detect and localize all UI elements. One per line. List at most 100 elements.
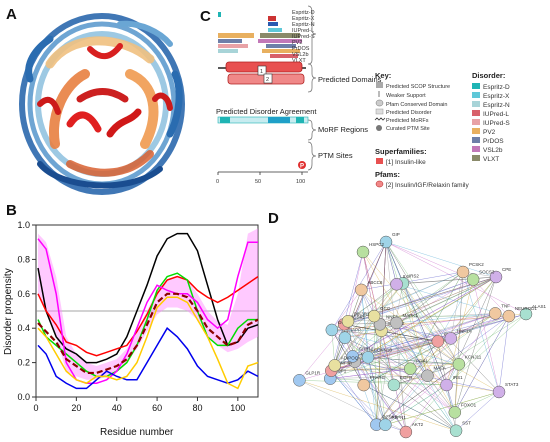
network-edge: [344, 337, 411, 369]
network-node: [379, 418, 392, 432]
network-node: [399, 425, 413, 439]
network-node-label: MAPK1: [402, 313, 418, 318]
disorder-legend-label: Espritz-X: [483, 93, 510, 100]
network-edge: [455, 391, 500, 431]
network-edge: [367, 357, 386, 425]
disorder-swatch: [472, 92, 480, 98]
network-node-label: CDKN1B: [374, 347, 392, 352]
predictor-bars: [218, 12, 302, 58]
x-tick-label: 80: [192, 403, 202, 413]
network-edge: [299, 321, 349, 381]
predictor-label: Espritz-N: [292, 22, 315, 28]
network-node-label: PCSK1: [350, 314, 365, 319]
network-node-label: ADIPOQ: [341, 355, 359, 360]
disorder-legend-label: PrDOS: [483, 138, 504, 145]
network-edge: [454, 315, 510, 413]
network-edge: [472, 279, 500, 393]
disorder-swatch: [472, 101, 480, 107]
disorder-legend-label: VSL2b: [483, 147, 503, 154]
network-node-label: GLP1R: [305, 370, 321, 375]
ptm-sites-label: PTM Sites: [318, 151, 353, 160]
network-edge: [299, 380, 447, 386]
c-axis-tick: 50: [255, 179, 261, 185]
panel-b-label: B: [6, 202, 17, 219]
network-edge: [402, 276, 497, 284]
network-edge: [330, 315, 509, 379]
predictor-label: Espritz-D: [292, 10, 315, 16]
pfams-title: Pfams:: [375, 170, 400, 179]
panel-c-label: C: [200, 8, 211, 25]
network-edge: [361, 289, 460, 365]
network-edge: [363, 341, 438, 386]
network-edge: [362, 251, 456, 413]
network-edge: [454, 391, 500, 413]
network-edge: [405, 313, 496, 433]
network-node-label: IRS2: [409, 273, 420, 278]
network-node: [489, 307, 502, 320]
y-tick-label: 0.6: [17, 289, 30, 299]
network-edge: [344, 324, 457, 431]
network-edge: [347, 251, 364, 322]
network-edge: [402, 283, 428, 376]
network-edge: [334, 324, 345, 366]
predictor-label: VLXT: [292, 58, 306, 64]
network-node: [379, 235, 393, 249]
interaction-network: GIPHSPC2PCSK2CPEPCSK1PCSK3SLC2A2ALAS1NNF…: [293, 232, 547, 439]
network-edge: [385, 241, 460, 365]
network-node: [431, 335, 445, 348]
key-item: Pfam Conserved Domain: [386, 102, 447, 108]
network-edge: [381, 330, 428, 376]
network-node-label: GIP: [392, 232, 400, 237]
series-line: [37, 238, 258, 384]
key-item: Predicted MoRFs: [386, 118, 429, 124]
network-edge: [385, 241, 428, 376]
network-node: [502, 309, 516, 323]
disorder-propensity-chart: 0 20 40 60 80 100 0.0 0.2 0.4 0.6 0.8 1.0 Residue n…: [3, 220, 259, 438]
network-edge: [385, 375, 428, 425]
network-edge: [331, 289, 362, 331]
network-edge: [472, 279, 510, 317]
series-line: [37, 327, 259, 390]
network-edge: [376, 341, 439, 425]
network-edge: [396, 284, 439, 342]
network-edge: [437, 279, 474, 342]
network-node-label: NNF3: [386, 314, 398, 319]
network-node-label: AKT2: [412, 422, 424, 427]
network-node-label: PIK3R1: [354, 311, 370, 316]
y-tick-label: 0.2: [17, 358, 30, 368]
network-node: [387, 378, 401, 392]
series-line: [37, 292, 259, 375]
key-item: Predicted Disorder: [386, 110, 432, 116]
network-node-label: PDX1: [416, 359, 428, 364]
network-edge: [385, 364, 460, 425]
network-edge: [331, 329, 459, 365]
network-node: [452, 358, 466, 371]
network-node: [404, 362, 417, 375]
disorder-swatch: [472, 128, 480, 134]
x-tick-label: 60: [152, 403, 162, 413]
network-node: [489, 270, 503, 284]
y-tick-label: 0.4: [17, 323, 30, 333]
panel-a-label: A: [6, 6, 17, 23]
network-edge: [344, 313, 496, 338]
disorder-legend-label: Espritz-D: [483, 84, 510, 91]
network-edge: [385, 391, 500, 425]
network-edge: [352, 276, 497, 357]
network-edge: [385, 384, 447, 425]
network-node-label: PCSK2: [469, 262, 484, 267]
network-edge: [405, 315, 510, 433]
disorder-legend: Espritz-D Espritz-X Espritz-N IUPred-L IUPre…: [472, 83, 510, 163]
network-node-label: NEUROD1: [515, 306, 538, 311]
network-edge: [363, 384, 457, 431]
c-axis-tick: 100: [296, 179, 305, 185]
protein-structure-image: [19, 13, 185, 195]
c-axis-tick: 0: [216, 179, 219, 185]
network-edge: [344, 324, 438, 342]
network-node: [325, 323, 339, 337]
chart-xlabel: Residue number: [100, 427, 174, 438]
network-edge: [376, 283, 404, 425]
disorder-prediction-diagram: Espritz-D Espritz-X Espritz-N IUPred-L I…: [216, 5, 510, 189]
network-node: [448, 406, 462, 419]
disorder-swatch: [472, 83, 480, 89]
network-node-label: ALAS1: [532, 304, 547, 309]
